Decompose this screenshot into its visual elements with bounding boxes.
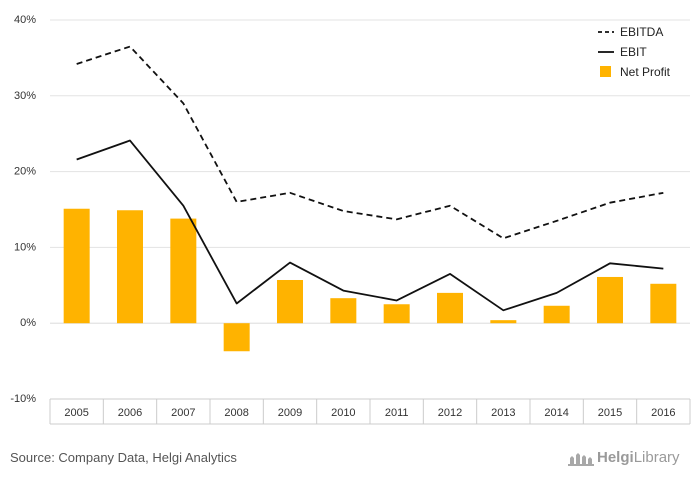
bar-net-profit — [330, 298, 357, 324]
bar-net-profit — [383, 304, 410, 324]
bar-net-profit — [650, 283, 677, 324]
legend-label-ebitda: EBITDA — [620, 25, 663, 39]
legend-swatch-net-profit — [600, 66, 611, 77]
logo-text-helgi: Helgi — [597, 448, 634, 466]
bar-net-profit — [63, 208, 90, 324]
y-tick-label: 40% — [14, 14, 36, 26]
x-tick-label: 2012 — [438, 407, 462, 419]
x-tick-label: 2014 — [544, 407, 568, 419]
x-tick-label: 2005 — [64, 407, 88, 419]
bar-net-profit — [490, 320, 517, 324]
chart: -10%0%10%20%30%40% 2005 2006 2007 2008 2009 2… — [10, 14, 691, 425]
source-note: Source: Company Data, Helgi Analytics — [10, 450, 237, 465]
x-tick-label: 2009 — [278, 407, 302, 419]
bar-net-profit — [223, 323, 250, 352]
bar-net-profit — [597, 276, 623, 324]
helgi-library-logo: Helgi Library — [568, 448, 680, 466]
bar-net-profit — [543, 305, 570, 324]
y-tick-label: 0% — [20, 317, 36, 329]
y-tick-label: -10% — [10, 393, 36, 405]
x-tick-label: 2015 — [598, 407, 622, 419]
y-axis: -10% 0% 10% 20% 30% 40% — [10, 14, 36, 405]
x-axis: 2005 2006 2007 2008 2009 2010 2011 2012 2013 2014… — [49, 398, 691, 425]
x-tick-label: 2011 — [385, 407, 409, 419]
x-tick-label: 2006 — [118, 407, 142, 419]
x-tick-label: 2013 — [491, 407, 515, 419]
bars-net-profit — [63, 208, 677, 352]
helgi-library-icon — [568, 453, 594, 466]
x-tick-label: 2010 — [331, 407, 355, 419]
bar-net-profit — [437, 292, 463, 324]
bar-net-profit — [277, 279, 303, 324]
line-ebit — [76, 139, 664, 312]
x-tick-label: 2016 — [651, 407, 675, 419]
x-tick-label: 2007 — [171, 407, 195, 419]
bar-net-profit — [117, 210, 143, 324]
y-tick-label: 10% — [14, 241, 36, 253]
logo-text-library: Library — [633, 448, 680, 466]
gridlines — [50, 19, 690, 324]
legend-label-net-profit: Net Profit — [620, 65, 671, 79]
x-tick-label: 2008 — [224, 407, 248, 419]
series-lines — [76, 45, 664, 312]
legend-label-ebit: EBIT — [620, 45, 647, 59]
y-tick-label: 20% — [14, 166, 36, 178]
legend: EBITDA EBIT Net Profit — [598, 25, 671, 79]
y-tick-label: 30% — [14, 90, 36, 102]
bar-net-profit — [170, 218, 197, 324]
line-ebitda — [76, 45, 664, 240]
